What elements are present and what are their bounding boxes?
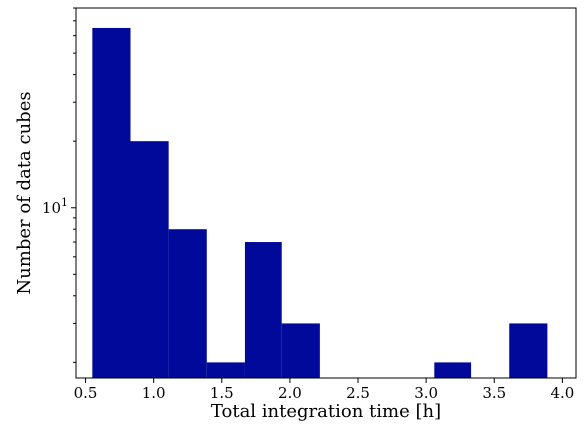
y-axis-ticks: 101 xyxy=(42,7,76,363)
histogram-bar-1 xyxy=(130,141,169,378)
x-tick-label: 2.5 xyxy=(346,384,370,402)
x-tick-label: 1.0 xyxy=(142,384,166,402)
x-tick-label: 3.5 xyxy=(482,384,506,402)
y-tick-label: 101 xyxy=(42,196,68,217)
histogram-bar-3 xyxy=(206,362,245,378)
bars-group xyxy=(92,27,548,378)
x-tick-label: 3.0 xyxy=(414,384,438,402)
histogram-bar-2 xyxy=(168,229,207,378)
histogram-bar-9 xyxy=(434,362,472,378)
histogram-bar-11 xyxy=(509,323,548,378)
x-tick-label: 1.5 xyxy=(210,384,234,402)
axes-frame xyxy=(75,7,577,379)
x-tick-label: 2.0 xyxy=(278,384,302,402)
histogram-bar-0 xyxy=(92,27,131,378)
x-axis-label: Total integration time [h] xyxy=(211,401,441,422)
y-axis-label: Number of data cubes xyxy=(14,91,35,294)
histogram-bar-4 xyxy=(244,242,282,378)
x-axis-ticks: 0.5 1.0 1.5 2.0 2.5 3.0 3.5 4.0 xyxy=(74,378,574,402)
x-tick-label: 4.0 xyxy=(550,384,574,402)
x-tick-label: 0.5 xyxy=(74,384,98,402)
histogram-bar-5 xyxy=(281,323,320,378)
